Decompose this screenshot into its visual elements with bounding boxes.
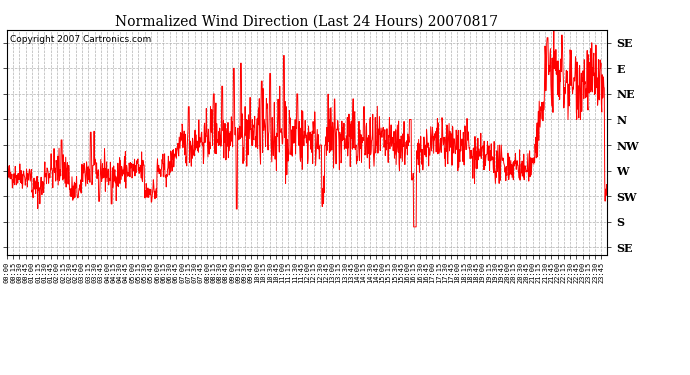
Title: Normalized Wind Direction (Last 24 Hours) 20070817: Normalized Wind Direction (Last 24 Hours… bbox=[115, 15, 499, 29]
Text: Copyright 2007 Cartronics.com: Copyright 2007 Cartronics.com bbox=[10, 34, 151, 44]
